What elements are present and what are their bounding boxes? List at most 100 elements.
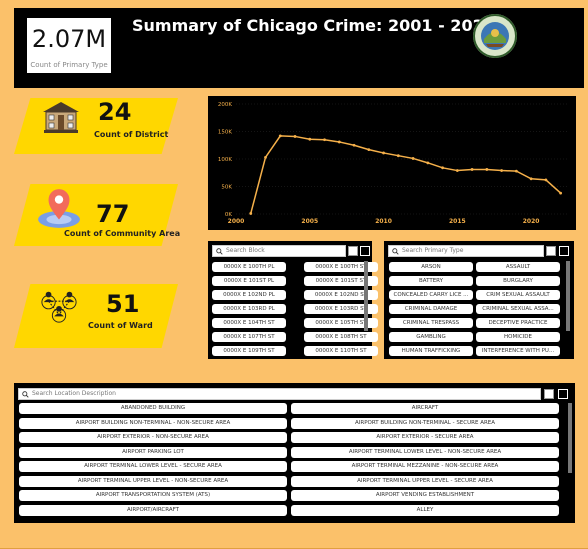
- slicer-item[interactable]: 0000X E 100TH PL: [212, 262, 286, 272]
- slicer-item[interactable]: 0000X E 105TH ST: [304, 318, 378, 328]
- slicer-item[interactable]: AIRPORT TERMINAL UPPER LEVEL - NON-SECUR…: [19, 475, 287, 487]
- community-area-count-label: Count of Community Area: [64, 229, 181, 238]
- page-title: Summary of Chicago Crime: 2001 - 2022: [132, 16, 495, 35]
- slicer-item[interactable]: AIRPORT EXTERIOR - SECURE AREA: [291, 432, 559, 443]
- slicer-item[interactable]: AIRPORT PARKING LOT: [19, 446, 287, 458]
- slicer-item[interactable]: AIRPORT TERMINAL LOWER LEVEL - SECURE AR…: [19, 461, 287, 472]
- location-search-input[interactable]: Search Location Description: [18, 388, 541, 400]
- slicer-item[interactable]: 0000X E 107TH ST: [212, 332, 286, 342]
- series-line: [250, 135, 562, 214]
- data-point: [367, 148, 371, 152]
- slicer-item[interactable]: BURGLARY: [476, 276, 560, 286]
- district-count-label: Count of District: [94, 130, 169, 139]
- community-area-count-card[interactable]: 77 Count of Community Area: [14, 184, 181, 246]
- slicer-item[interactable]: AIRPORT TERMINAL LOWER LEVEL - NON-SECUR…: [291, 446, 559, 458]
- data-point: [323, 138, 326, 142]
- block-erase-button[interactable]: [348, 246, 358, 256]
- location-erase-button[interactable]: [544, 389, 554, 399]
- data-point: [455, 169, 459, 172]
- data-point: [500, 169, 503, 172]
- y-tick-label: 50K: [221, 185, 232, 191]
- slicer-item[interactable]: 0000X E 110TH ST: [304, 346, 378, 356]
- slicer-item[interactable]: 0000X E 104TH ST: [212, 318, 286, 328]
- block-expand-button[interactable]: [360, 246, 370, 256]
- slicer-item[interactable]: 0000X E 102ND PL: [212, 290, 286, 300]
- slicer-item[interactable]: ALLEY: [291, 504, 559, 516]
- slicer-item[interactable]: BATTERY: [389, 276, 473, 286]
- slicer-item[interactable]: 0000X E 100TH ST: [304, 262, 378, 272]
- slicer-item[interactable]: 0000X E 102ND ST: [304, 290, 378, 300]
- y-tick-label: 0K: [225, 212, 232, 218]
- slicer-item[interactable]: AIRPORT BUILDING NON-TERMINAL - SECURE A…: [291, 417, 559, 429]
- crime-trend-chart-svg: 0K 50K 100K 150K 200K 2000 2005 2010 2015 2020: [218, 102, 568, 225]
- primary-type-expand-button[interactable]: [559, 246, 569, 256]
- slicer-item[interactable]: INTERFERENCE WITH PU...: [476, 346, 560, 356]
- primary-type-search-input[interactable]: Search Primary Type: [388, 245, 544, 257]
- y-tick-label: 150K: [218, 130, 232, 136]
- building-icon: [43, 102, 79, 133]
- data-point: [382, 151, 385, 155]
- data-point: [337, 140, 341, 144]
- slicer-item[interactable]: ASSAULT: [476, 262, 560, 272]
- district-count-card[interactable]: 24 Count of District: [14, 98, 178, 154]
- slicer-item[interactable]: CRIMINAL TRESPASS: [389, 318, 473, 328]
- ward-count-card[interactable]: 51 Count of Ward: [14, 284, 178, 348]
- slicer-item[interactable]: 0000X E 103RD PL: [212, 304, 286, 314]
- slicer-item[interactable]: AIRPORT VENDING ESTABLISHMENT: [291, 490, 559, 501]
- slicer-item[interactable]: CONCEALED CARRY LICE ...: [389, 290, 473, 300]
- data-point: [426, 161, 430, 165]
- slicer-item[interactable]: AIRPORT TRANSPORTATION SYSTEM (ATS): [19, 490, 287, 501]
- slicer-item[interactable]: 0000X E 101ST ST: [304, 276, 378, 286]
- community-area-count-value: 77: [96, 200, 130, 228]
- slicer-item[interactable]: AIRCRAFT: [291, 403, 559, 414]
- scrollbar[interactable]: [364, 261, 368, 331]
- slicer-item[interactable]: 0000X E 109TH ST: [212, 346, 286, 356]
- district-count-value: 24: [98, 98, 132, 126]
- slicer-item[interactable]: CRIM SEXUAL ASSAULT: [476, 290, 560, 300]
- location-expand-button[interactable]: [558, 389, 568, 399]
- data-point: [441, 166, 444, 170]
- slicer-item[interactable]: CRIMINAL SEXUAL ASSA...: [476, 304, 560, 314]
- data-point: [470, 168, 474, 171]
- slicer-item[interactable]: AIRPORT TERMINAL MEZZANINE - NON-SECURE …: [291, 461, 559, 472]
- people-network-icon: [41, 291, 77, 323]
- search-icon: [216, 248, 223, 255]
- slicer-item[interactable]: AIRPORT TERMINAL UPPER LEVEL - SECURE AR…: [291, 475, 559, 487]
- primary-type-erase-button[interactable]: [546, 246, 556, 256]
- slicer-item[interactable]: DECEPTIVE PRACTICE: [476, 318, 560, 328]
- primary-type-count-value: 2.07M: [31, 25, 107, 53]
- data-point: [278, 134, 282, 138]
- ward-count-value: 51: [106, 290, 140, 318]
- data-point: [559, 191, 563, 195]
- slicer-item[interactable]: GAMBLING: [389, 332, 473, 342]
- data-point: [308, 137, 312, 141]
- slicer-item[interactable]: AIRPORT/AIRCRAFT: [19, 504, 287, 516]
- y-tick-label: 100K: [218, 157, 232, 163]
- block-search-input[interactable]: Search Block: [212, 245, 346, 257]
- data-point: [352, 143, 356, 147]
- slicer-item[interactable]: ARSON: [389, 262, 473, 272]
- data-point: [396, 154, 400, 158]
- slicer-item[interactable]: AIRPORT BUILDING NON-TERMINAL - NON-SECU…: [19, 417, 287, 429]
- slicer-item[interactable]: 0000X E 108TH ST: [304, 332, 378, 342]
- slicer-item[interactable]: HOMICIDE: [476, 332, 560, 342]
- data-point: [485, 168, 489, 171]
- slicer-item[interactable]: AIRPORT EXTERIOR - NON-SECURE AREA: [19, 432, 287, 443]
- data-point: [249, 212, 253, 215]
- slicer-item[interactable]: 0000X E 101ST PL: [212, 276, 286, 286]
- data-point: [544, 178, 548, 182]
- scrollbar[interactable]: [566, 261, 570, 331]
- x-tick-label: 2005: [301, 218, 318, 225]
- scrollbar[interactable]: [568, 403, 572, 473]
- header-bar: 2.07M Count of Primary Type Summary of C…: [14, 8, 584, 88]
- slicer-item[interactable]: HUMAN TRAFFICKING: [389, 346, 473, 356]
- chicago-seal-icon: [473, 14, 517, 58]
- primary-type-count-label: Count of Primary Type: [30, 61, 108, 69]
- data-point: [293, 135, 297, 138]
- primary-type-count-card[interactable]: 2.07M Count of Primary Type: [27, 18, 111, 73]
- crime-trend-line-chart[interactable]: 0K 50K 100K 150K 200K 2000 2005 2010 2015 2020: [208, 96, 576, 230]
- slicer-item[interactable]: CRIMINAL DAMAGE: [389, 304, 473, 314]
- search-icon: [22, 391, 29, 398]
- slicer-item[interactable]: 0000X E 103RD ST: [304, 304, 378, 314]
- slicer-item[interactable]: ABANDONED BUILDING: [19, 403, 287, 414]
